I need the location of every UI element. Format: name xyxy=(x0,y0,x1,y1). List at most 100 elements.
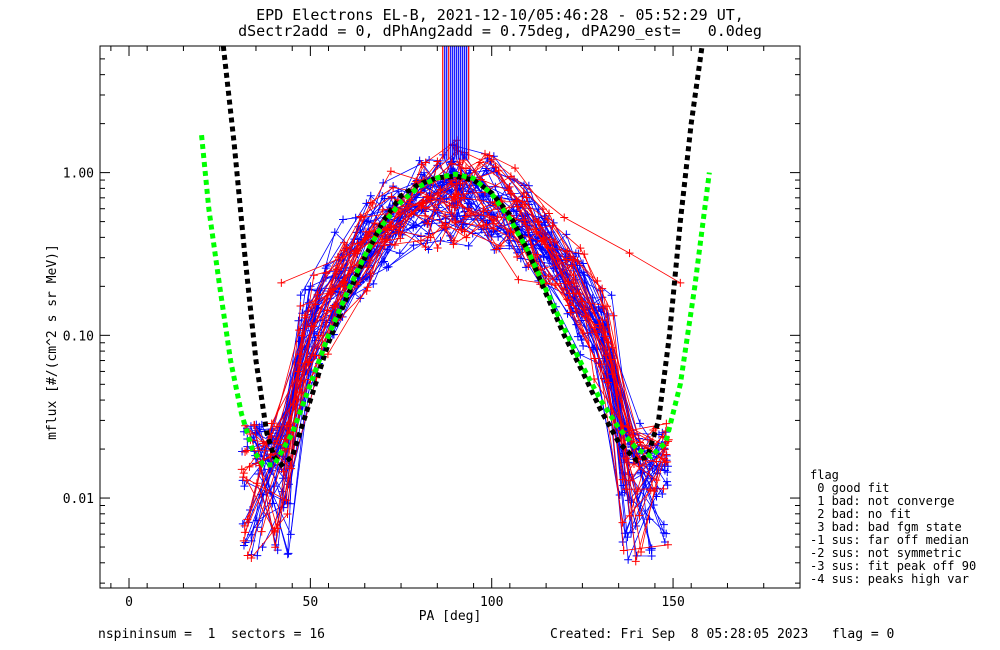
red-trace-marker xyxy=(239,473,248,482)
footer-spin-info: nspininsum = 1 sectors = 16 xyxy=(98,627,325,642)
red-trace-marker xyxy=(492,245,501,254)
red-trace-marker xyxy=(296,301,305,310)
red-trace-marker xyxy=(618,518,627,527)
red-trace-marker xyxy=(625,511,634,520)
blue-trace-marker xyxy=(635,419,644,428)
red-trace-marker xyxy=(581,312,590,321)
red-trace-line xyxy=(251,195,666,559)
red-trace-marker xyxy=(481,149,490,158)
red-trace-marker xyxy=(366,269,375,278)
red-trace-marker xyxy=(462,233,471,242)
red-trace-marker xyxy=(309,271,318,280)
red-trace-marker xyxy=(447,209,456,218)
legend-item: -1 sus: far off median xyxy=(810,533,969,547)
blue-trace-marker xyxy=(624,555,633,564)
red-trace-marker xyxy=(520,216,529,225)
red-trace-marker xyxy=(564,301,573,310)
x-axis-label: PA [deg] xyxy=(419,609,482,624)
flag-legend: flag 0 good fit 1 bad: not converge 2 ba… xyxy=(810,469,976,586)
blue-trace-marker xyxy=(395,249,404,258)
red-trace-marker xyxy=(353,246,362,255)
red-trace-marker xyxy=(460,194,469,203)
red-trace-marker xyxy=(563,247,572,256)
red-trace-line xyxy=(254,139,657,516)
red-trace-marker xyxy=(573,257,582,266)
red-trace-marker xyxy=(387,192,396,201)
red-trace-line xyxy=(281,159,681,284)
red-trace-marker xyxy=(662,450,671,459)
blue-trace-marker xyxy=(436,236,445,245)
blue-trace-marker xyxy=(285,499,294,508)
red-trace-marker xyxy=(543,215,552,224)
red-trace-marker xyxy=(240,528,249,537)
red-trace-marker xyxy=(618,475,627,484)
blue-trace-marker xyxy=(468,188,477,197)
red-trace-marker xyxy=(426,193,435,202)
red-trace-marker xyxy=(534,218,543,227)
blue-trace-marker xyxy=(334,274,343,283)
red-trace-marker xyxy=(522,193,531,202)
red-trace-marker xyxy=(396,234,405,243)
red-trace-marker xyxy=(513,253,522,261)
chart-title-line2: dSectr2add = 0, dPhAng2add = 0.75deg, dP… xyxy=(238,22,762,40)
red-trace-marker xyxy=(580,304,589,313)
red-trace-marker xyxy=(514,275,523,284)
blue-trace-marker xyxy=(663,481,672,490)
red-trace-marker xyxy=(635,511,644,520)
red-trace-marker xyxy=(545,209,554,218)
red-trace-marker xyxy=(662,419,671,428)
red-trace-marker xyxy=(334,253,343,262)
red-trace-marker xyxy=(421,242,430,251)
red-trace-marker xyxy=(416,188,425,197)
red-trace-marker xyxy=(564,277,573,286)
blue-trace-marker xyxy=(409,241,418,250)
blue-trace-marker xyxy=(296,291,305,300)
legend-item: 2 bad: no fit xyxy=(810,507,912,521)
red-trace-marker xyxy=(314,331,323,340)
red-trace-marker xyxy=(239,469,248,478)
blue-trace-marker xyxy=(662,477,671,486)
red-trace-marker xyxy=(506,172,515,181)
blue-trace-marker xyxy=(663,468,672,477)
red-trace-marker xyxy=(449,192,458,201)
red-trace-marker xyxy=(417,160,426,169)
blue-trace-marker xyxy=(377,258,386,267)
blue-trace-marker xyxy=(524,181,533,190)
blue-trace-marker xyxy=(241,538,250,547)
red-trace-marker xyxy=(461,212,470,221)
blue-trace-marker xyxy=(631,522,640,531)
red-trace-marker xyxy=(447,159,456,168)
red-trace-marker xyxy=(489,224,498,233)
blue-trace-line xyxy=(256,198,663,543)
red-trace-line xyxy=(246,192,667,553)
data-traces xyxy=(237,46,685,566)
red-trace-marker xyxy=(659,484,668,493)
red-trace-marker xyxy=(357,213,366,222)
red-trace-marker xyxy=(524,261,533,270)
red-trace-marker xyxy=(609,311,618,320)
red-trace-marker xyxy=(511,164,520,173)
red-trace-marker xyxy=(652,457,661,466)
red-trace-marker xyxy=(479,221,488,230)
x-tick-label: 50 xyxy=(303,595,319,610)
red-trace-marker xyxy=(433,157,442,166)
blue-trace-marker xyxy=(434,203,443,212)
blue-trace-marker xyxy=(647,546,656,555)
red-trace-marker xyxy=(505,182,514,191)
legend-item: 0 good fit xyxy=(810,481,890,495)
red-trace-line xyxy=(253,197,652,548)
red-trace-marker xyxy=(562,255,571,264)
red-trace-marker xyxy=(267,419,276,428)
red-trace-marker xyxy=(383,235,392,244)
x-tick-label: 100 xyxy=(480,595,503,610)
red-trace-marker xyxy=(370,219,379,228)
blue-trace-marker xyxy=(615,491,624,500)
red-trace-marker xyxy=(560,284,569,293)
red-trace-marker xyxy=(311,300,320,309)
blue-trace-marker xyxy=(577,336,586,345)
red-trace-marker xyxy=(273,436,282,445)
blue-trace-marker xyxy=(284,480,293,489)
blue-trace-marker xyxy=(607,291,616,300)
green-dashed-fit-line xyxy=(199,134,712,468)
blue-trace-marker xyxy=(278,487,287,496)
